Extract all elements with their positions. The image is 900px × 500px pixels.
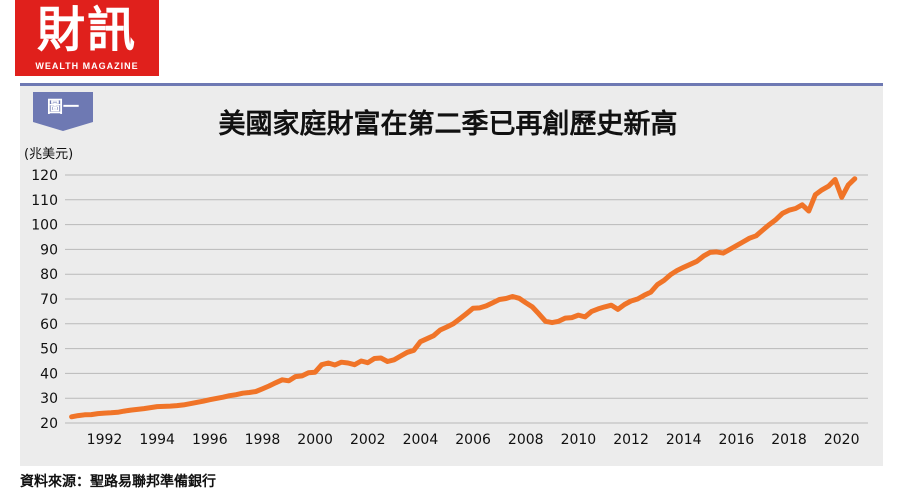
x-tick-label-1998: 1998 [245, 432, 281, 448]
x-tick-labels: 1992 1994 1996 1998 2000 2002 2004 2006 2008 2010… [87, 432, 860, 448]
x-tick-label-2014: 2014 [666, 432, 702, 448]
y-tick-label-90: 90 [40, 242, 58, 258]
series-line-0 [69, 176, 858, 420]
x-tick-label-2020: 2020 [824, 432, 860, 448]
y-tick-labels: 20 30 40 50 60 70 80 90 100 110 120 [31, 168, 58, 432]
x-tick-label-2004: 2004 [403, 432, 439, 448]
logo-text: 財訊 [36, 2, 137, 58]
wealth-magazine-logo: 財訊 WEALTH MAGAZINE [15, 0, 159, 76]
y-tick-label-40: 40 [40, 366, 58, 382]
x-tick-label-1992: 1992 [87, 432, 123, 448]
figure-tag-label: 圖一 [47, 97, 79, 116]
x-tick-label-1994: 1994 [139, 432, 175, 448]
x-tick-label-2002: 2002 [350, 432, 386, 448]
y-tick-label-120: 120 [31, 168, 58, 184]
chart-title: 美國家庭財富在第二季已再創歷史新高 [219, 108, 678, 140]
y-tick-label-70: 70 [40, 292, 58, 308]
x-tick-label-2008: 2008 [508, 432, 544, 448]
x-tick-label-1996: 1996 [192, 432, 228, 448]
y-tick-label-110: 110 [31, 193, 58, 209]
y-tick-label-20: 20 [40, 416, 58, 432]
x-tick-label-2000: 2000 [297, 432, 333, 448]
series-points-0 [71, 178, 855, 417]
source-note: 資料來源：聖路易聯邦準備銀行 [20, 474, 216, 490]
x-tick-label-2006: 2006 [455, 432, 491, 448]
y-tick-label-60: 60 [40, 317, 58, 333]
x-tick-label-2012: 2012 [613, 432, 649, 448]
y-tick-label-100: 100 [31, 218, 58, 234]
figure-tag: 圖一 [33, 92, 93, 131]
panel-top-border [20, 83, 883, 86]
x-tick-label-2018: 2018 [771, 432, 807, 448]
x-tick-label-2010: 2010 [561, 432, 597, 448]
y-axis-unit-label: (兆美元) [24, 147, 73, 162]
y-tick-label-30: 30 [40, 391, 58, 407]
series-group [69, 176, 858, 420]
y-tick-label-80: 80 [40, 267, 58, 283]
logo-subtext: WEALTH MAGAZINE [35, 61, 139, 71]
grid-lines [65, 174, 868, 424]
x-tick-label-2016: 2016 [719, 432, 755, 448]
figure-tag-shape [33, 92, 93, 131]
y-tick-label-50: 50 [40, 342, 58, 358]
